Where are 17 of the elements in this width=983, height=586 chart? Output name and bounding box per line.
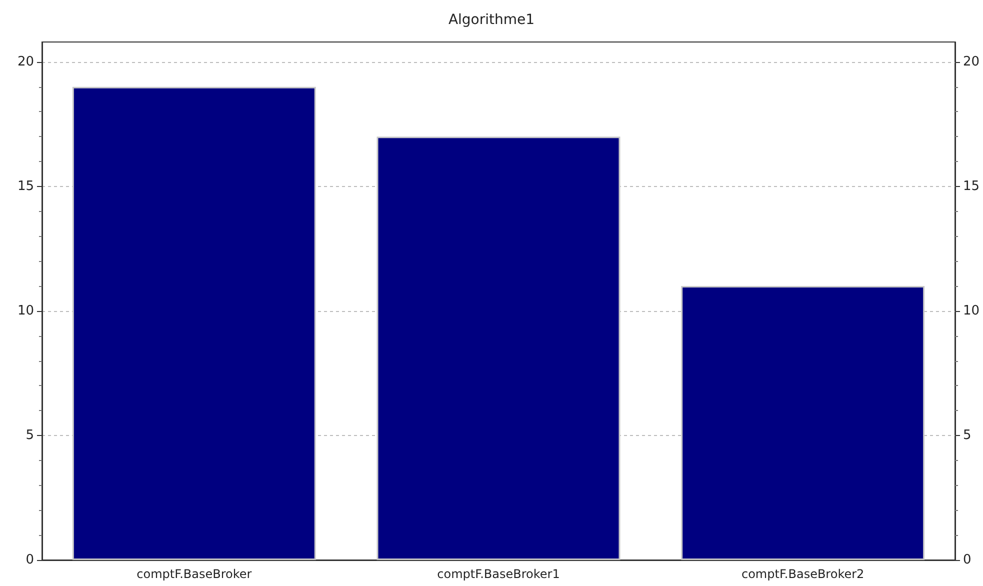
x-tick-label: comptF.BaseBroker [136, 567, 252, 581]
y2-tick-label: 20 [963, 54, 980, 70]
y-tick-label: 5 [26, 428, 34, 443]
y2-tick-label: 15 [963, 178, 980, 194]
x-tick-label: comptF.BaseBroker1 [437, 567, 560, 581]
y2-tick-label: 10 [963, 303, 980, 318]
bar [72, 86, 316, 560]
bar [376, 136, 620, 560]
y-tick-label: 20 [17, 54, 34, 70]
y-tick-label: 15 [17, 178, 34, 194]
y2-tick-label: 0 [963, 552, 972, 568]
chart-title: Algorithme1 [448, 12, 535, 28]
x-tick-label: comptF.BaseBroker2 [741, 567, 864, 581]
y-tick-label: 10 [17, 303, 34, 318]
y-tick-label: 0 [26, 552, 34, 568]
bar [681, 286, 925, 560]
y2-tick-label: 5 [963, 428, 972, 443]
